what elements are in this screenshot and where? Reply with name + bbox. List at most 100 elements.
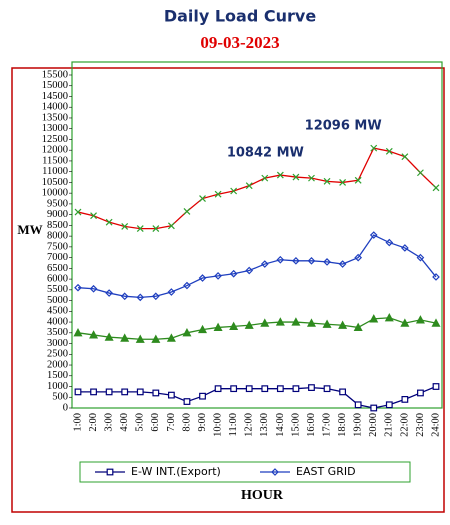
marker [214,385,222,393]
y-tick-label: 8000 [47,231,68,242]
y-tick-label: 10000 [42,188,68,199]
marker [73,328,83,337]
x-tick-label: 4:00 [119,413,130,432]
marker [338,320,348,329]
marker [431,318,441,327]
x-tick-label: 24:00 [430,413,441,437]
marker [183,398,191,405]
marker [417,389,424,397]
marker [400,318,410,327]
marker [354,253,363,262]
marker [354,401,362,409]
marker [90,388,97,396]
y-tick-label: 13000 [42,123,68,134]
marker [121,223,129,230]
marker [339,178,347,186]
marker [276,255,285,264]
y-tick-label: 4000 [47,316,68,327]
marker [385,401,393,409]
marker [136,293,145,302]
marker [167,288,176,296]
y-tick-label: 14500 [42,91,68,102]
y-tick-label: 12500 [42,134,68,145]
marker [104,332,114,341]
marker [369,314,379,323]
marker [213,322,223,332]
y-tick-label: 7500 [47,241,68,252]
marker [338,260,347,268]
legend-label: EAST GRID [296,465,356,478]
y-tick-label: 11500 [42,155,68,166]
marker [120,292,129,301]
marker [214,190,222,198]
x-tick-label: 23:00 [415,413,426,437]
legend-marker [271,468,279,476]
marker [152,389,160,397]
marker [120,333,130,342]
marker [214,272,222,280]
x-tick-label: 13:00 [259,413,270,437]
marker [105,218,113,226]
marker [167,222,175,230]
marker [136,225,144,233]
y-tick-label: 12000 [42,145,68,156]
marker [230,385,238,393]
marker [166,333,176,342]
chart-title: Daily Load Curve [164,7,317,26]
marker [261,174,269,182]
marker [245,266,254,275]
y-tick-label: 10500 [42,177,68,188]
legend-marker [106,468,114,476]
y-tick-label: 11000 [42,166,68,177]
marker [105,388,113,396]
x-tick-label: 22:00 [399,413,410,437]
annotation: 12096 MW [305,119,382,134]
y-tick-label: 0 [63,402,68,413]
x-tick-label: 6:00 [150,413,161,432]
marker [292,173,300,181]
marker [432,184,440,192]
marker [401,153,409,161]
series-line [77,317,437,340]
marker [276,385,284,393]
x-tick-label: 21:00 [384,413,395,437]
marker [354,176,362,184]
x-tick-label: 14:00 [275,413,286,437]
marker [121,388,129,396]
y-tick-label: 3000 [47,338,68,349]
marker [370,144,378,152]
marker [135,334,145,343]
y-tick-label: 6000 [47,274,68,285]
marker [416,253,425,262]
series-line [77,147,437,230]
marker [323,258,331,266]
marker [198,324,208,334]
marker [229,321,239,330]
marker [198,274,207,282]
marker [292,385,300,393]
marker [308,384,315,391]
y-tick-label: 2500 [47,349,68,360]
x-tick-label: 9:00 [197,413,208,432]
marker [384,313,394,322]
x-tick-label: 18:00 [337,413,348,437]
x-tick-label: 12:00 [244,413,255,437]
y-tick-label: 1500 [47,370,68,381]
marker [401,396,409,403]
y-tick-label: 13500 [42,112,68,123]
chart-border [11,67,445,513]
marker [151,334,161,343]
marker [417,169,424,177]
x-tick-label: 2:00 [88,413,99,432]
x-tick-label: 11:00 [228,413,239,437]
marker [230,187,238,195]
series-line [77,234,437,299]
marker [199,195,206,202]
marker [369,231,378,239]
y-tick-label: 7000 [47,252,68,263]
marker [105,289,113,297]
marker [260,318,270,327]
marker [432,383,440,390]
plot-border [71,61,443,409]
